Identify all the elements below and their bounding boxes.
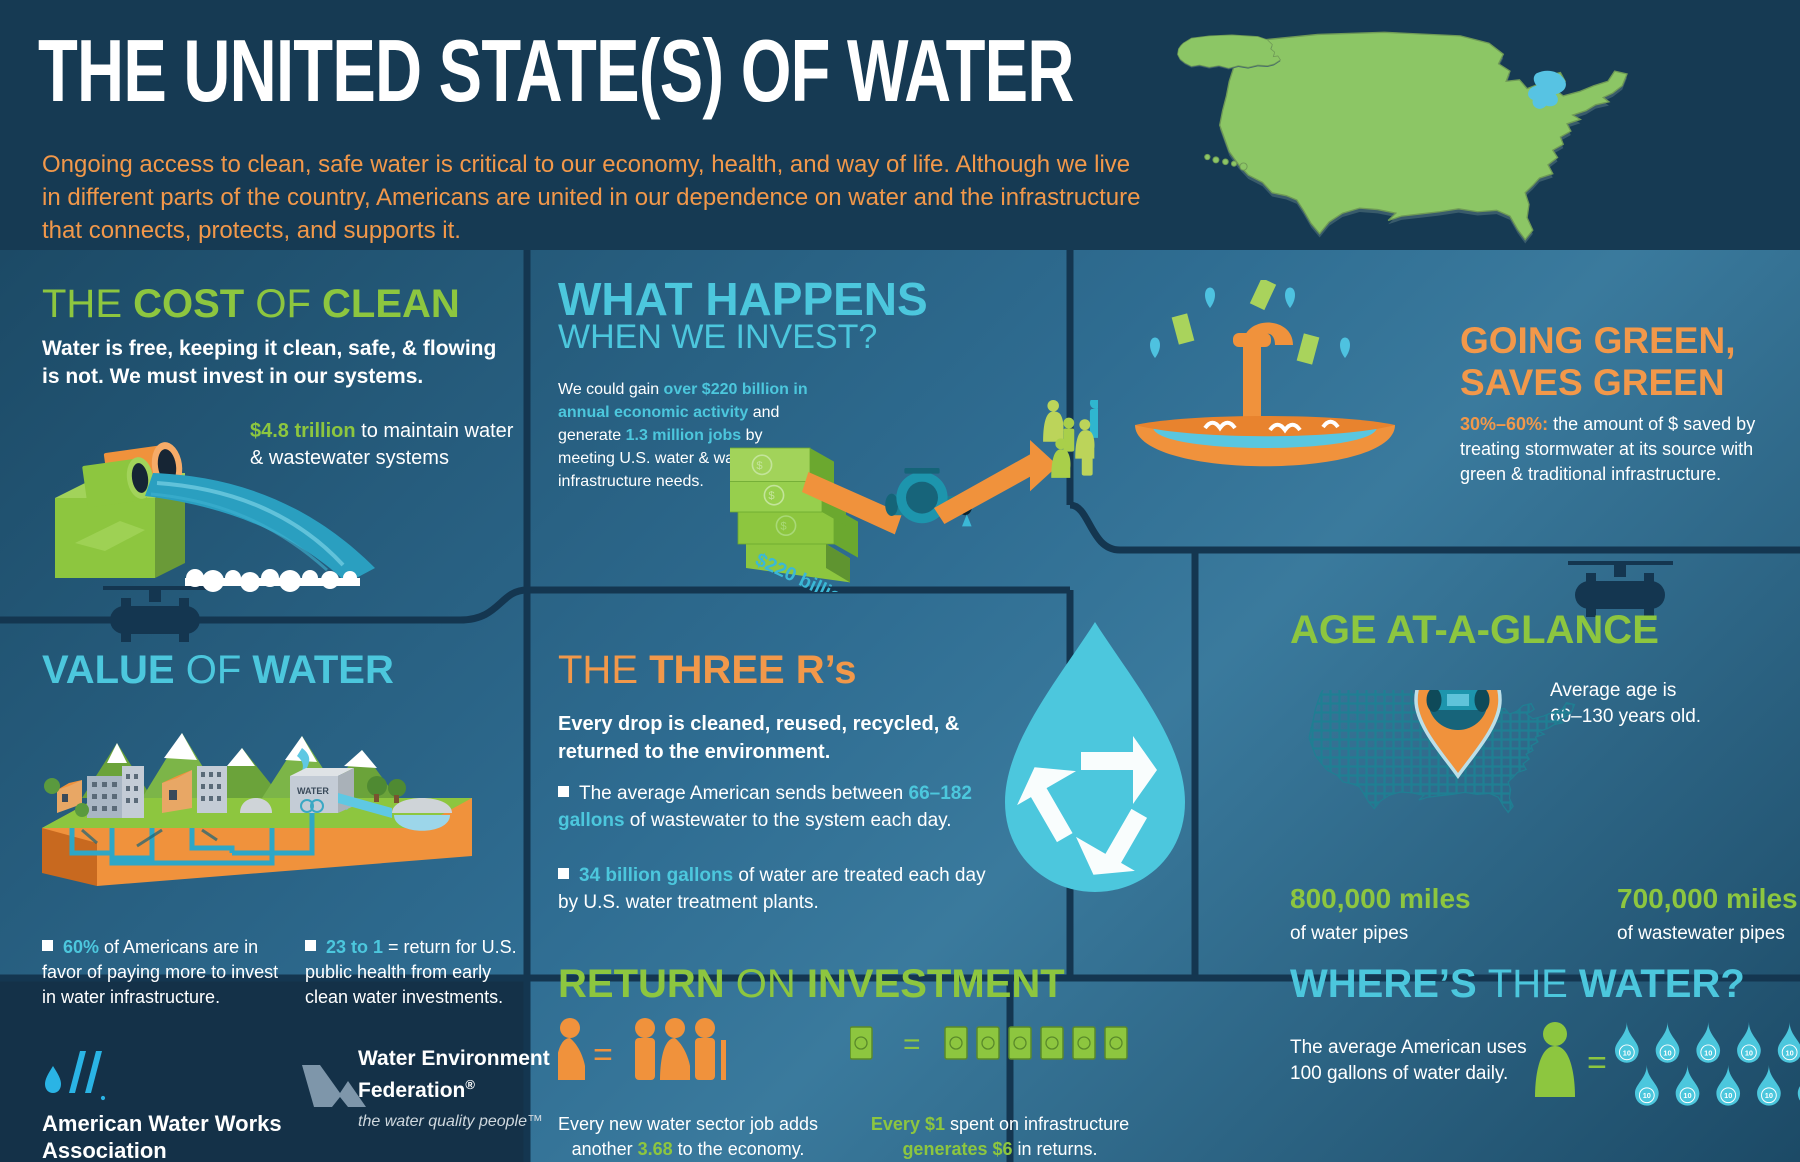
svg-text:10: 10 bbox=[1623, 1048, 1631, 1057]
svg-text:10: 10 bbox=[1704, 1048, 1712, 1057]
svg-text:10: 10 bbox=[1643, 1091, 1651, 1100]
svg-text:=: = bbox=[903, 1028, 921, 1061]
svg-text:10: 10 bbox=[1765, 1091, 1773, 1100]
svg-text:$: $ bbox=[780, 521, 787, 533]
svg-text:10: 10 bbox=[1683, 1091, 1691, 1100]
svg-text:$: $ bbox=[756, 460, 763, 472]
svg-text:WATER: WATER bbox=[297, 786, 329, 796]
svg-text:=: = bbox=[593, 1036, 613, 1074]
svg-text:10: 10 bbox=[1786, 1048, 1794, 1057]
svg-text:10: 10 bbox=[1724, 1091, 1732, 1100]
svg-text:$: $ bbox=[768, 490, 775, 502]
svg-text:10: 10 bbox=[1663, 1048, 1671, 1057]
svg-text:=: = bbox=[1587, 1044, 1607, 1082]
svg-text:10: 10 bbox=[1745, 1048, 1753, 1057]
